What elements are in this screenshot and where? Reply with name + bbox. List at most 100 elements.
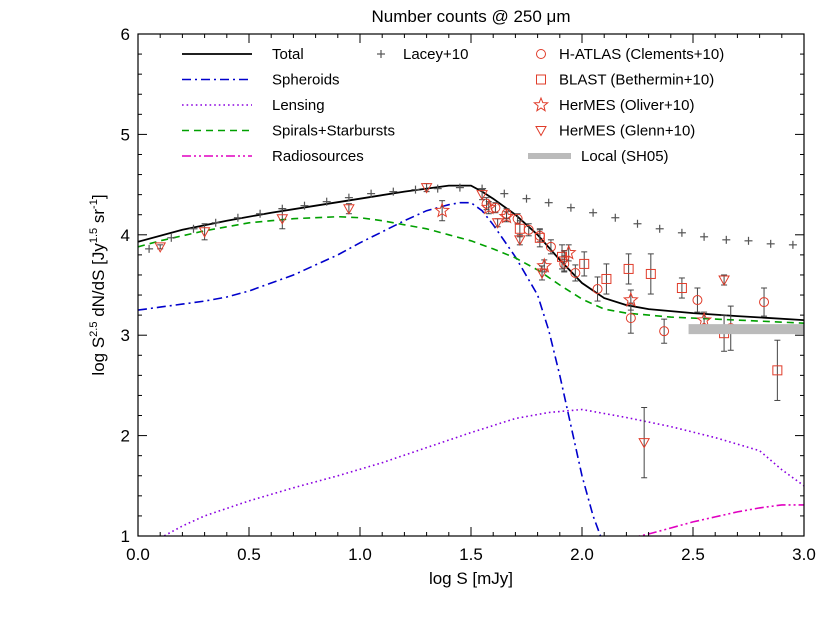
point-hermes-glenn-10 [343, 204, 355, 215]
point-h-atlas-clements-10-shape [570, 267, 581, 278]
point-lacey-10 [367, 189, 376, 198]
point-lacey-10 [256, 209, 265, 218]
legend-label-spirals-starbursts: Spirals+Starbursts [272, 123, 395, 140]
point-lacey-10 [322, 197, 331, 206]
y-tick-label: 2 [121, 427, 130, 446]
point-lacey-10 [300, 201, 309, 210]
point-hermes-glenn-10 [513, 235, 526, 246]
x-tick-label: 2.5 [681, 545, 705, 564]
point-h-atlas-clements-10-shape [490, 202, 501, 213]
line-radiosources [636, 504, 804, 536]
point-hermes-glenn-10-shape [638, 438, 651, 449]
legend-label-lensing: Lensing [272, 97, 325, 114]
point-hermes-glenn-10-shape [536, 268, 548, 279]
point-h-atlas-clements-10 [545, 241, 556, 252]
point-h-atlas-clements-10-shape [545, 241, 556, 252]
point-hermes-glenn-10 [536, 268, 548, 279]
point-hermes-glenn-10 [198, 227, 211, 238]
point-h-atlas-clements-10-shape [481, 198, 492, 209]
y-tick-label: 3 [121, 326, 130, 345]
legend-label-local-sh05: Local (SH05) [581, 148, 669, 165]
point-hermes-glenn-10 [420, 183, 433, 194]
series-radiosources [636, 504, 804, 536]
point-hermes-oliver-10 [696, 311, 713, 327]
plot-area: 0.0 0.5 1.0 1.5 2.0 2.5 3.0 1 2 3 4 5 6 Total Spheroid… [121, 25, 816, 564]
series-spirals-starbursts [138, 215, 804, 324]
point-blast-bethermin-10 [623, 263, 634, 274]
y-tick-label: 5 [121, 125, 130, 144]
point-hermes-glenn-10-shape [491, 218, 504, 229]
point-h-atlas-clements-10 [625, 313, 636, 324]
point-lacey-10 [788, 240, 797, 249]
y-tick-label: 1 [121, 527, 130, 546]
legend-label-hermes-glenn-10: HerMES (Glenn+10) [559, 123, 695, 140]
point-lacey-10 [389, 187, 398, 196]
line-spirals-starbursts [138, 215, 804, 324]
point-lacey-10 [700, 232, 709, 241]
legend-swatch-hermes-oliver-10 [532, 96, 550, 112]
point-lacey-10 [544, 198, 553, 207]
point-blast-bethermin-10 [579, 258, 590, 269]
point-hermes-glenn-10 [638, 438, 651, 449]
point-lacey-10 [611, 213, 620, 222]
point-hermes-glenn-10-shape [476, 190, 488, 201]
legend-label-spheroids: Spheroids [272, 72, 340, 89]
series-total [138, 184, 804, 321]
point-h-atlas-clements-10 [592, 284, 603, 295]
x-tick-label: 0.0 [126, 545, 150, 564]
plot-clip-group [138, 183, 804, 536]
series-blast-bethermin-10 [514, 220, 783, 401]
point-hermes-oliver-10 [480, 199, 497, 215]
point-h-atlas-clements-10-shape [592, 284, 603, 295]
point-hermes-oliver-10 [434, 202, 451, 218]
point-lacey-10 [500, 189, 509, 198]
line-total [138, 184, 804, 321]
legend-label-lacey-10: Lacey+10 [403, 46, 468, 63]
point-hermes-glenn-10 [491, 218, 504, 229]
x-tick-label: 3.0 [792, 545, 816, 564]
point-h-atlas-clements-10 [490, 202, 501, 213]
point-lacey-10 [744, 236, 753, 245]
point-lacey-10 [522, 194, 531, 203]
point-hermes-oliver-10 [622, 291, 639, 307]
point-hermes-glenn-10 [558, 256, 571, 267]
point-h-atlas-clements-10 [512, 213, 523, 224]
point-blast-bethermin-10-shape [579, 258, 590, 269]
point-hermes-glenn-10-shape [420, 183, 433, 194]
y-axis-title: log S2.5 dN/dS [Jy1.5 sr-1] [88, 194, 108, 375]
point-lacey-10 [344, 193, 353, 202]
legend-label-radiosources: Radiosources [272, 148, 364, 165]
point-blast-bethermin-10 [534, 232, 545, 243]
point-h-atlas-clements-10 [759, 297, 770, 308]
point-h-atlas-clements-10 [692, 295, 703, 306]
point-blast-bethermin-10 [676, 283, 687, 294]
legend-swatch-hermes-glenn-10 [535, 126, 547, 137]
legend-swatch-blast-bethermin-10 [536, 74, 546, 85]
point-lacey-10 [233, 213, 242, 222]
point-lacey-10 [433, 184, 442, 193]
legend-label-h-atlas-clements-10: H-ATLAS (Clements+10) [559, 46, 724, 63]
point-hermes-glenn-10-shape [558, 256, 571, 267]
legend-swatch-blast-bethermin-10-shape [536, 74, 546, 85]
point-hermes-glenn-10 [154, 242, 167, 253]
point-lacey-10 [167, 233, 176, 242]
point-hermes-oliver-10-shape [696, 311, 713, 327]
x-axis-title: log S [mJy] [429, 569, 513, 588]
point-hermes-glenn-10-shape [718, 275, 730, 287]
point-lacey-10 [411, 185, 420, 194]
point-hermes-glenn-10-shape [276, 214, 289, 225]
point-blast-bethermin-10 [514, 223, 525, 234]
series-hermes-glenn-10 [154, 183, 730, 479]
line-lensing [162, 408, 804, 536]
point-lacey-10 [566, 203, 575, 212]
point-blast-bethermin-10-shape [772, 365, 783, 376]
point-blast-bethermin-10-shape [514, 223, 525, 234]
point-h-atlas-clements-10-shape [625, 313, 636, 324]
point-lacey-10 [211, 218, 220, 227]
point-lacey-10 [766, 239, 775, 248]
point-lacey-10 [677, 228, 686, 237]
point-lacey-10 [589, 208, 598, 217]
point-lacey-10 [455, 183, 464, 192]
point-lacey-10 [189, 224, 198, 233]
